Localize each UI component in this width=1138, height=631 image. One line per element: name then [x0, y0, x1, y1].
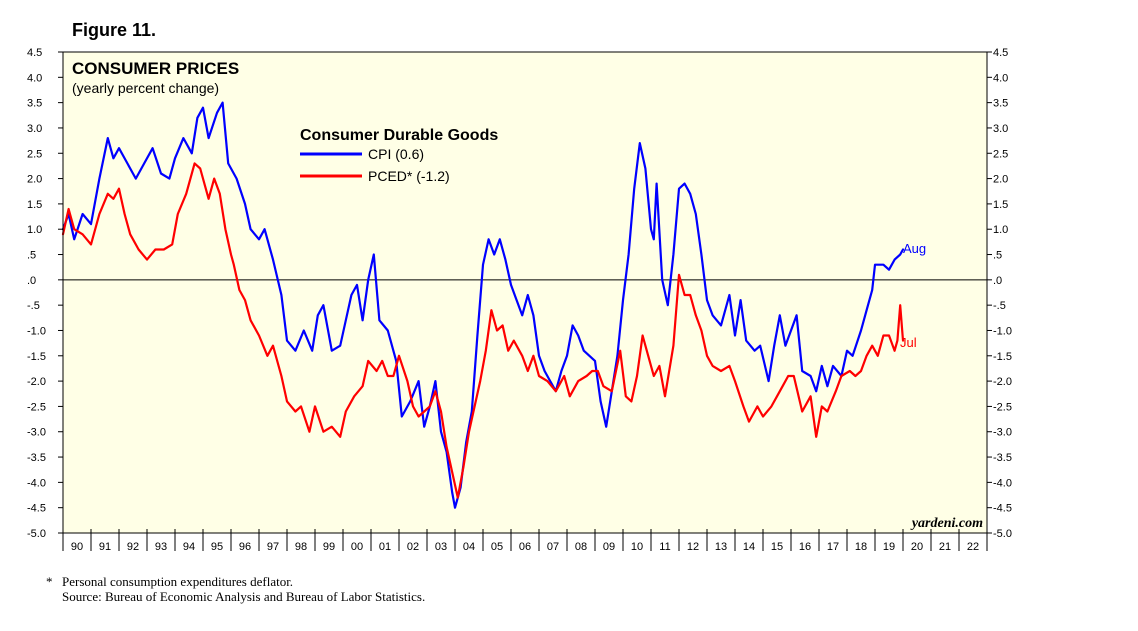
- x-year-label: 14: [743, 541, 755, 553]
- x-year-label: 04: [463, 541, 475, 553]
- y-tick-label-left: -3.0: [27, 427, 46, 439]
- y-tick-label-left: 1.5: [27, 199, 42, 211]
- x-year-label: 16: [799, 541, 811, 553]
- x-year-label: 21: [939, 541, 951, 553]
- x-year-label: 93: [155, 541, 167, 553]
- y-tick-label-right: .5: [993, 250, 1002, 262]
- y-tick-label-right: 4.5: [993, 47, 1008, 59]
- y-tick-label-left: .0: [27, 275, 36, 287]
- x-year-label: 94: [183, 541, 195, 553]
- y-tick-label-right: -1.0: [993, 325, 1012, 337]
- y-tick-label-left: 4.0: [27, 72, 42, 84]
- y-tick-label-right: 1.5: [993, 199, 1008, 211]
- y-tick-label-right: 3.5: [993, 98, 1008, 110]
- pced-series-line: [61, 162, 905, 499]
- y-tick-label-right: -3.0: [993, 427, 1012, 439]
- x-year-label: 13: [715, 541, 727, 553]
- y-tick-label-left: 3.0: [27, 123, 42, 135]
- y-tick-label-left: -3.5: [27, 452, 46, 464]
- y-tick-label-left: 1.0: [27, 224, 42, 236]
- y-tick-label-right: -4.0: [993, 477, 1012, 489]
- x-year-label: 99: [323, 541, 335, 553]
- y-tick-label-left: -4.5: [27, 503, 46, 515]
- x-year-label: 17: [827, 541, 839, 553]
- y-tick-label-right: -2.5: [993, 401, 1012, 413]
- chart-subtitle: (yearly percent change): [72, 80, 219, 96]
- x-year-label: 12: [687, 541, 699, 553]
- footnote-line-1: * Personal consumption expenditures defla…: [46, 574, 425, 589]
- axes: -5.0 -5.0 -4.5 -4.5 -4.0 -4.0 -3.5 -3.5 -3.0 -3.0…: [27, 47, 1012, 553]
- x-year-label: 11: [659, 541, 670, 553]
- footnote-text: Personal consumption expenditures deflat…: [62, 574, 294, 589]
- y-tick-label-left: -2.5: [27, 401, 46, 413]
- x-year-label: 96: [239, 541, 251, 553]
- x-year-label: 02: [407, 541, 419, 553]
- watermark: yardeni.com: [910, 516, 983, 531]
- figure-label: Figure 11.: [72, 20, 157, 40]
- x-year-label: 07: [547, 541, 559, 553]
- x-year-label: 05: [491, 541, 503, 553]
- y-tick-label-right: 1.0: [993, 224, 1008, 236]
- y-tick-label-left: -1.0: [27, 325, 46, 337]
- y-tick-label-right: -.5: [993, 300, 1006, 312]
- y-tick-label-left: -1.5: [27, 351, 46, 363]
- x-year-label: 03: [435, 541, 447, 553]
- x-year-label: 08: [575, 541, 587, 553]
- pced-end-label: Jul: [900, 335, 917, 350]
- y-tick-label-left: 2.0: [27, 174, 42, 186]
- cpi-series-line: [61, 101, 905, 509]
- x-year-label: 97: [267, 541, 279, 553]
- x-year-label: 01: [379, 541, 391, 553]
- y-tick-label-left: 2.5: [27, 148, 42, 160]
- y-tick-label-right: -4.5: [993, 503, 1012, 515]
- legend-pced-label: PCED* (-1.2): [368, 168, 450, 184]
- y-tick-label-left: .5: [27, 250, 36, 262]
- y-tick-label-right: -3.5: [993, 452, 1012, 464]
- chart-title: CONSUMER PRICES: [72, 59, 239, 78]
- x-year-label: 00: [351, 541, 363, 553]
- y-tick-label-right: .0: [993, 275, 1002, 287]
- legend-title: Consumer Durable Goods: [300, 127, 498, 144]
- x-year-label: 10: [631, 541, 643, 553]
- x-year-label: 19: [883, 541, 895, 553]
- cpi-end-label: Aug: [903, 241, 926, 256]
- y-tick-label-right: -5.0: [993, 528, 1012, 540]
- plot-background: [63, 52, 987, 533]
- footnote: * Personal consumption expenditures defla…: [46, 574, 425, 604]
- x-year-label: 90: [71, 541, 83, 553]
- x-year-label: 09: [603, 541, 615, 553]
- y-tick-label-left: -5.0: [27, 528, 46, 540]
- y-tick-label-right: 3.0: [993, 123, 1008, 135]
- x-year-label: 22: [967, 541, 979, 553]
- y-tick-label-right: 4.0: [993, 72, 1008, 84]
- y-tick-label-right: 2.5: [993, 148, 1008, 160]
- legend-cpi-label: CPI (0.6): [368, 146, 424, 162]
- footnote-source: Source: Bureau of Economic Analysis and …: [62, 589, 426, 604]
- plot-frame: [62, 51, 988, 534]
- y-tick-label-right: 2.0: [993, 174, 1008, 186]
- x-year-label: 91: [99, 541, 111, 553]
- x-year-label: 18: [855, 541, 867, 553]
- y-tick-label-left: -4.0: [27, 477, 46, 489]
- y-tick-label-right: -2.0: [993, 376, 1012, 388]
- x-year-label: 98: [295, 541, 307, 553]
- series-layer: [61, 101, 905, 509]
- x-year-label: 20: [911, 541, 923, 553]
- x-year-label: 06: [519, 541, 531, 553]
- x-year-label: 15: [771, 541, 783, 553]
- x-year-label: 95: [211, 541, 223, 553]
- y-tick-label-right: -1.5: [993, 351, 1012, 363]
- footnote-marker: *: [46, 574, 53, 589]
- y-tick-label-left: -2.0: [27, 376, 46, 388]
- y-tick-label-left: -.5: [27, 300, 40, 312]
- y-tick-label-left: 4.5: [27, 47, 42, 59]
- x-year-label: 92: [127, 541, 139, 553]
- y-tick-label-left: 3.5: [27, 98, 42, 110]
